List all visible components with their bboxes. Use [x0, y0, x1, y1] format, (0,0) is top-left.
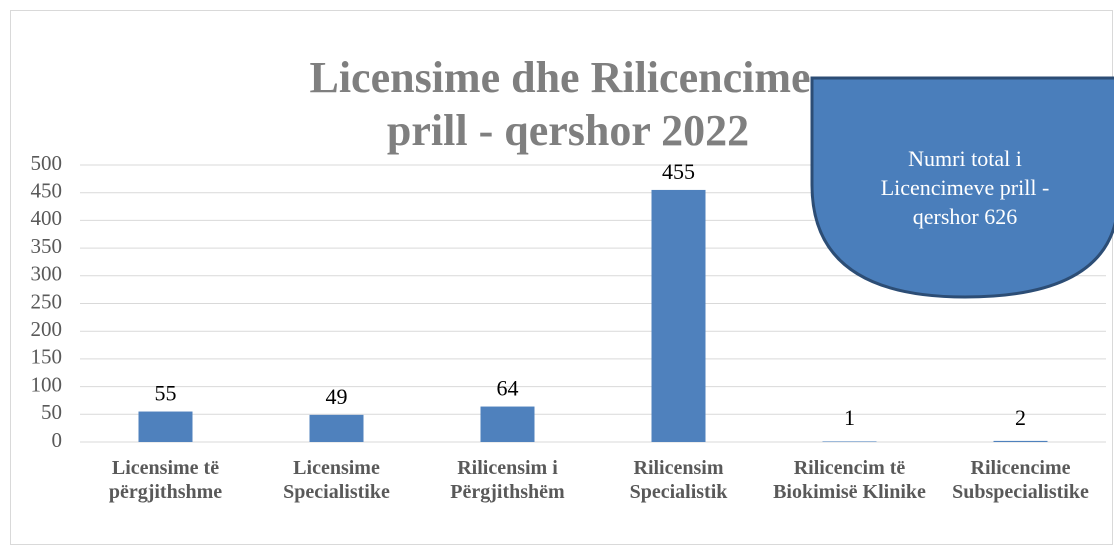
bar: [651, 189, 706, 442]
data-label: 55: [155, 381, 177, 406]
y-tick-label: 250: [31, 289, 63, 313]
y-tick-label: 50: [41, 400, 62, 424]
y-tick-label: 500: [31, 151, 63, 175]
y-tick-label: 350: [31, 234, 63, 258]
bar: [480, 406, 535, 442]
x-tick-label: Licensime të përgjithshme: [108, 457, 223, 503]
callout-text: Numri total i Licencimeve prill - qersho…: [880, 146, 1050, 229]
chart-title: Licensime dhe Rilicencime: [309, 53, 810, 102]
x-tick-label: Rilicencim të Biokimisë Klinike: [773, 457, 926, 503]
bar: [822, 441, 877, 442]
x-tick-label: Licensime Specialistike: [283, 457, 390, 503]
y-tick-label: 0: [52, 428, 63, 452]
y-tick-label: 450: [31, 179, 63, 203]
data-label: 455: [662, 159, 695, 184]
x-tick-label: Rilicencime Subspecialistike: [952, 457, 1089, 503]
callout-shape: [810, 76, 1114, 299]
bar: [993, 440, 1048, 442]
chart-subtitle: prill - qershor 2022: [387, 106, 749, 155]
data-label: 1: [844, 405, 855, 430]
y-tick-label: 400: [31, 206, 63, 230]
bar: [309, 414, 364, 442]
y-tick-label: 150: [31, 345, 63, 369]
x-tick-label: Rilicensim Specialistik: [629, 457, 728, 503]
data-label: 49: [326, 384, 348, 409]
data-label: 64: [497, 376, 519, 401]
x-tick-label: Rilicensim i Përgjithshëm: [450, 457, 565, 503]
y-tick-label: 200: [31, 317, 63, 341]
y-tick-label: 300: [31, 262, 63, 286]
data-label: 2: [1015, 405, 1026, 430]
bar: [138, 411, 193, 442]
y-tick-label: 100: [31, 372, 63, 396]
